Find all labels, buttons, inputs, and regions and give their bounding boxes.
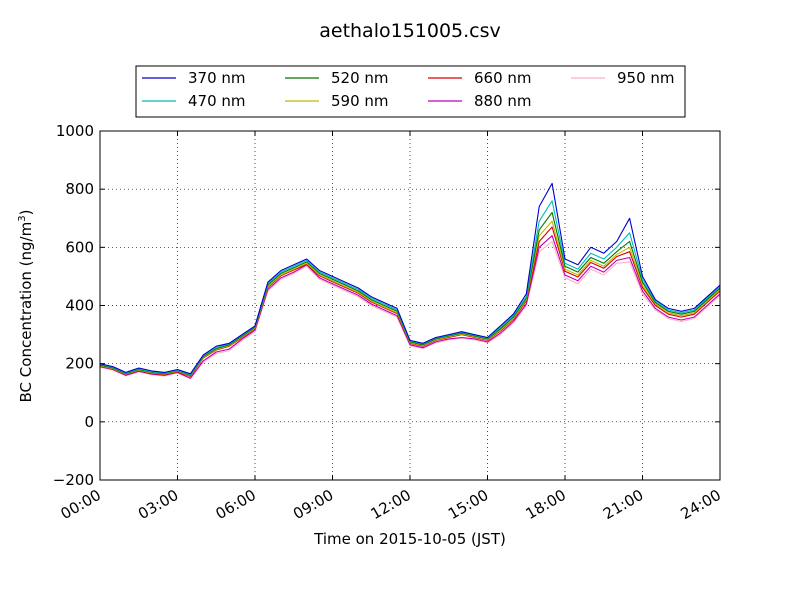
legend-label: 950 nm bbox=[617, 69, 675, 87]
x-tick-label: 18:00 bbox=[523, 486, 569, 523]
legend-label: 590 nm bbox=[331, 92, 389, 110]
legend-label: 520 nm bbox=[331, 69, 389, 87]
x-tick-label: 09:00 bbox=[290, 486, 336, 523]
legend-label: 880 nm bbox=[474, 92, 532, 110]
chart-title: aethalo151005.csv bbox=[319, 20, 501, 42]
legend-label: 470 nm bbox=[188, 92, 246, 110]
y-tick-label: 400 bbox=[65, 297, 94, 315]
y-axis: −200 0 200 400 600 800 1000 bbox=[53, 122, 720, 489]
legend-label: 370 nm bbox=[188, 69, 246, 87]
legend: 370 nm 470 nm 520 nm 590 nm 660 nm 880 nm 950 … bbox=[135, 65, 686, 118]
x-tick-label: 24:00 bbox=[678, 486, 724, 523]
y-tick-label: 0 bbox=[84, 413, 94, 431]
x-axis-label: Time on 2015-10-05 (JST) bbox=[313, 530, 506, 548]
y-axis-label-sup: 3 bbox=[17, 215, 28, 221]
series-line-370-nm bbox=[99, 182, 721, 375]
series-line-950-nm bbox=[99, 240, 721, 380]
series-group bbox=[99, 182, 721, 380]
y-tick-label: 600 bbox=[65, 238, 94, 256]
y-axis-label: BC Concentration (ng/m3) bbox=[17, 210, 35, 403]
x-tick-label: 03:00 bbox=[135, 486, 181, 523]
y-axis-label-close: ) bbox=[17, 210, 35, 216]
x-tick-label: 00:00 bbox=[58, 486, 104, 523]
x-tick-label: 21:00 bbox=[600, 486, 646, 523]
series-line-880-nm bbox=[99, 235, 721, 379]
y-tick-label: 1000 bbox=[56, 122, 94, 140]
y-tick-label: −200 bbox=[53, 471, 94, 489]
legend-box bbox=[135, 65, 686, 118]
legend-label: 660 nm bbox=[474, 69, 532, 87]
x-tick-label: 15:00 bbox=[445, 486, 491, 523]
x-tick-label: 06:00 bbox=[213, 486, 259, 523]
x-tick-label: 12:00 bbox=[368, 486, 414, 523]
y-axis-label-main: BC Concentration (ng/m bbox=[17, 222, 35, 403]
y-tick-label: 200 bbox=[65, 355, 94, 373]
y-tick-label: 800 bbox=[65, 180, 94, 198]
